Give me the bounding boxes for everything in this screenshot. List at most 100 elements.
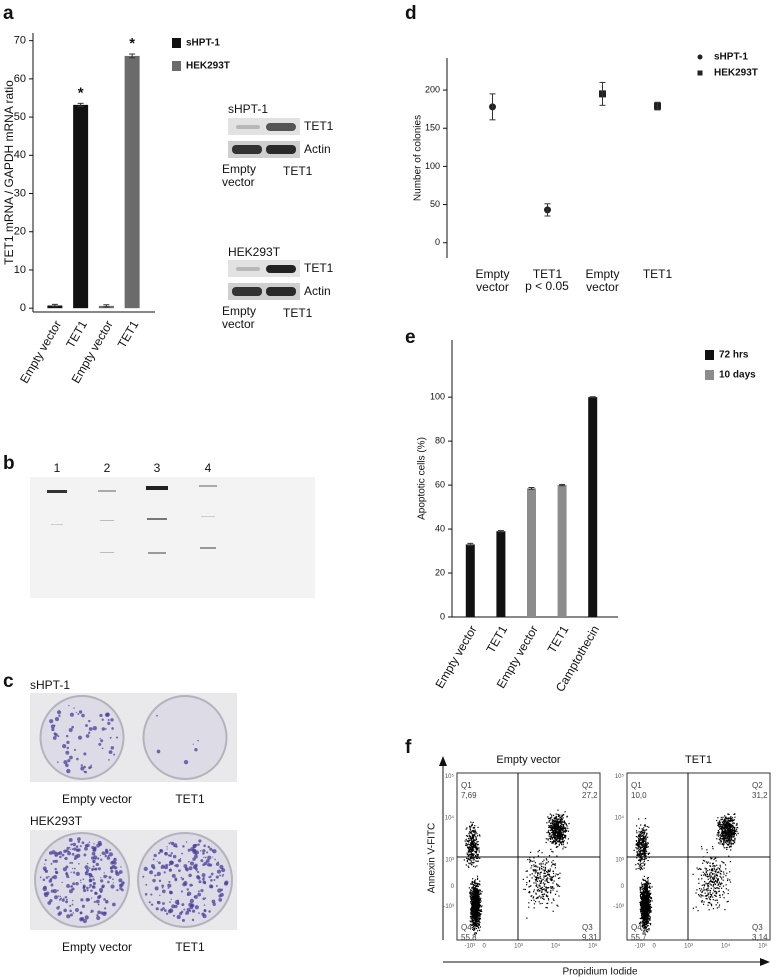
colony	[58, 851, 62, 855]
event	[723, 832, 724, 833]
event	[468, 838, 469, 839]
event	[643, 897, 644, 898]
event	[530, 867, 531, 868]
legend-marker	[698, 55, 703, 60]
event	[560, 831, 561, 832]
event	[719, 826, 720, 827]
event	[724, 835, 725, 836]
colony	[110, 870, 113, 873]
event	[645, 925, 646, 926]
event	[641, 917, 642, 918]
event	[531, 895, 532, 896]
event	[641, 882, 642, 883]
event	[644, 889, 645, 890]
event	[529, 861, 530, 862]
colony	[100, 879, 103, 882]
event	[564, 820, 565, 821]
event	[724, 847, 725, 848]
event	[643, 840, 644, 841]
event	[523, 889, 524, 890]
event	[643, 899, 644, 900]
plate	[138, 833, 232, 927]
colony	[166, 846, 167, 847]
event	[641, 905, 642, 906]
colony	[79, 710, 82, 713]
event	[549, 871, 550, 872]
event	[478, 921, 479, 922]
event	[644, 886, 645, 887]
x-tick-label: Empty vector	[465, 268, 521, 294]
event	[472, 846, 473, 847]
legend-label: sHPT-1	[714, 52, 748, 63]
event	[637, 837, 638, 838]
event	[639, 865, 640, 866]
colony	[68, 705, 69, 706]
colony	[66, 847, 69, 850]
event	[723, 840, 724, 841]
event	[563, 834, 564, 835]
event	[735, 830, 736, 831]
colony	[75, 882, 78, 885]
significance: *	[78, 84, 84, 101]
event	[729, 831, 730, 832]
event	[535, 862, 536, 863]
x-tick-label: TET1	[630, 268, 686, 281]
colony	[55, 855, 57, 857]
event	[640, 859, 641, 860]
event	[645, 921, 646, 922]
event	[540, 872, 541, 873]
colony	[186, 841, 187, 842]
colony	[185, 911, 189, 915]
event	[471, 858, 472, 859]
condition-label: TET1	[175, 792, 205, 806]
event	[544, 873, 545, 874]
event	[543, 882, 544, 883]
event	[475, 860, 476, 861]
event	[475, 829, 476, 830]
event	[553, 842, 554, 843]
colony	[79, 917, 83, 921]
event	[642, 888, 643, 889]
event	[566, 816, 567, 817]
colony	[150, 871, 152, 873]
event	[471, 861, 472, 862]
colony	[204, 904, 205, 905]
event	[730, 816, 731, 817]
event	[542, 852, 543, 853]
colony	[104, 907, 106, 909]
event	[647, 883, 648, 884]
colony	[153, 859, 155, 861]
event	[540, 878, 541, 879]
lane-label: Empty vector	[222, 163, 266, 189]
colony	[152, 879, 155, 882]
event	[725, 831, 726, 832]
event	[549, 855, 550, 856]
event	[560, 817, 561, 818]
event	[561, 827, 562, 828]
colony	[210, 879, 213, 882]
lane-number: 2	[104, 461, 111, 475]
event	[723, 843, 724, 844]
colony	[87, 898, 90, 901]
event	[727, 841, 728, 842]
event	[557, 829, 558, 830]
event	[647, 903, 648, 904]
band	[266, 123, 296, 131]
event	[718, 823, 719, 824]
event	[473, 913, 474, 914]
event	[730, 819, 731, 820]
colony	[91, 868, 94, 871]
event	[643, 910, 644, 911]
event	[640, 824, 641, 825]
event	[557, 884, 558, 885]
gel	[30, 477, 315, 598]
event	[476, 909, 477, 910]
colony	[98, 895, 101, 898]
event	[563, 817, 564, 818]
event	[476, 922, 477, 923]
event	[468, 867, 469, 868]
colony	[108, 759, 110, 761]
legend-label: 10 days	[719, 370, 756, 381]
event	[558, 885, 559, 886]
colony	[95, 858, 97, 860]
